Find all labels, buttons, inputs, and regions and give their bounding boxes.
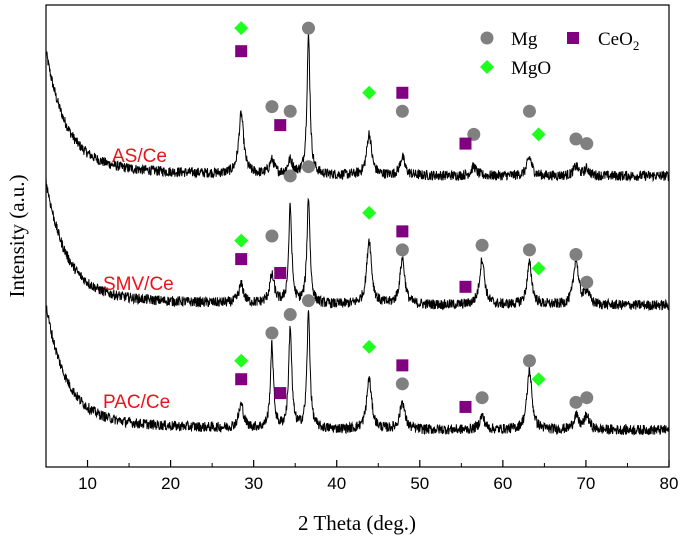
mgo-marker-pac-ce — [531, 372, 546, 387]
ceo2-marker-as-ce — [459, 137, 472, 150]
mg-marker-smv-ce — [522, 243, 536, 257]
mg-marker-as-ce — [522, 104, 536, 118]
mgo-marker-smv-ce — [531, 261, 546, 276]
mg-marker-pac-ce — [301, 294, 315, 308]
mgo-marker-as-ce — [531, 127, 546, 142]
x-tick-label: 30 — [244, 474, 263, 493]
series-line-smv-ce — [45, 176, 670, 312]
legend-mgo-marker — [480, 60, 494, 74]
ceo2-marker-smv-ce — [235, 253, 248, 266]
legend-mg-marker — [480, 31, 494, 45]
ceo2-marker-as-ce — [274, 119, 287, 132]
series-label-pac-ce: PAC/Ce — [103, 392, 170, 413]
legend-mg-label: Mg — [511, 29, 538, 50]
ceo2-marker-smv-ce — [396, 225, 409, 238]
mg-marker-as-ce — [395, 104, 409, 118]
plot-frame — [45, 4, 670, 468]
mg-marker-smv-ce — [475, 238, 489, 252]
mg-marker-smv-ce — [580, 275, 594, 289]
mg-marker-pac-ce — [395, 377, 409, 391]
ceo2-marker-as-ce — [235, 45, 248, 58]
ceo2-marker-pac-ce — [396, 359, 409, 372]
series-line-as-ce — [45, 32, 669, 183]
x-tick-label: 40 — [327, 474, 346, 493]
mg-marker-smv-ce — [395, 243, 409, 257]
mg-marker-as-ce — [265, 100, 279, 114]
mg-marker-pac-ce — [265, 326, 279, 340]
mgo-marker-as-ce — [362, 85, 377, 100]
legend-ceo2-marker — [567, 32, 579, 44]
x-tick-label: 20 — [161, 474, 180, 493]
ceo2-marker-smv-ce — [274, 266, 287, 279]
mgo-marker-smv-ce — [362, 205, 377, 220]
x-axis-title: 2 Theta (deg.) — [298, 511, 416, 535]
series-label-as-ce: AS/Ce — [112, 146, 167, 167]
ceo2-marker-pac-ce — [459, 400, 472, 413]
mg-marker-pac-ce — [522, 354, 536, 368]
x-tick-label: 50 — [410, 474, 429, 493]
mgo-marker-as-ce — [234, 21, 249, 36]
legend-ceo2-label: CeO2 — [598, 29, 639, 53]
legend: Mg CeO2 MgO — [480, 29, 639, 79]
x-tick-label: 70 — [576, 474, 595, 493]
series-line-pac-ce — [45, 305, 670, 436]
x-tick-label: 80 — [660, 474, 679, 493]
mgo-marker-smv-ce — [234, 233, 249, 248]
mg-marker-as-ce — [283, 104, 297, 118]
mg-marker-pac-ce — [569, 395, 583, 409]
mgo-marker-pac-ce — [362, 339, 377, 354]
mgo-marker-pac-ce — [234, 353, 249, 368]
legend-mgo-label: MgO — [511, 58, 551, 79]
series-label-smv-ce: SMV/Ce — [103, 274, 174, 295]
mg-marker-pac-ce — [580, 391, 594, 405]
mg-marker-pac-ce — [475, 391, 489, 405]
x-tick-label: 60 — [493, 474, 512, 493]
legend-ceo2-text: CeO — [598, 29, 633, 50]
ceo2-marker-pac-ce — [274, 387, 287, 400]
mg-marker-smv-ce — [265, 229, 279, 243]
legend-ceo2-subscript: 2 — [633, 38, 640, 53]
phase-markers-group — [234, 21, 594, 413]
mg-marker-smv-ce — [569, 247, 583, 261]
ceo2-marker-smv-ce — [459, 280, 472, 293]
mg-marker-smv-ce — [301, 160, 315, 174]
x-ticks-group: 10 20 30 40 50 60 70 80 — [45, 460, 679, 493]
ceo2-marker-pac-ce — [235, 373, 248, 386]
mg-marker-as-ce — [569, 132, 583, 146]
ceo2-marker-as-ce — [396, 86, 409, 99]
x-tick-label: 10 — [78, 474, 97, 493]
mg-marker-smv-ce — [283, 169, 297, 183]
mg-marker-pac-ce — [283, 308, 297, 322]
mg-marker-as-ce — [301, 21, 315, 35]
plot-lines-group — [45, 32, 670, 436]
y-axis-title: Intensity (a.u.) — [5, 174, 29, 297]
mg-marker-as-ce — [580, 137, 594, 151]
